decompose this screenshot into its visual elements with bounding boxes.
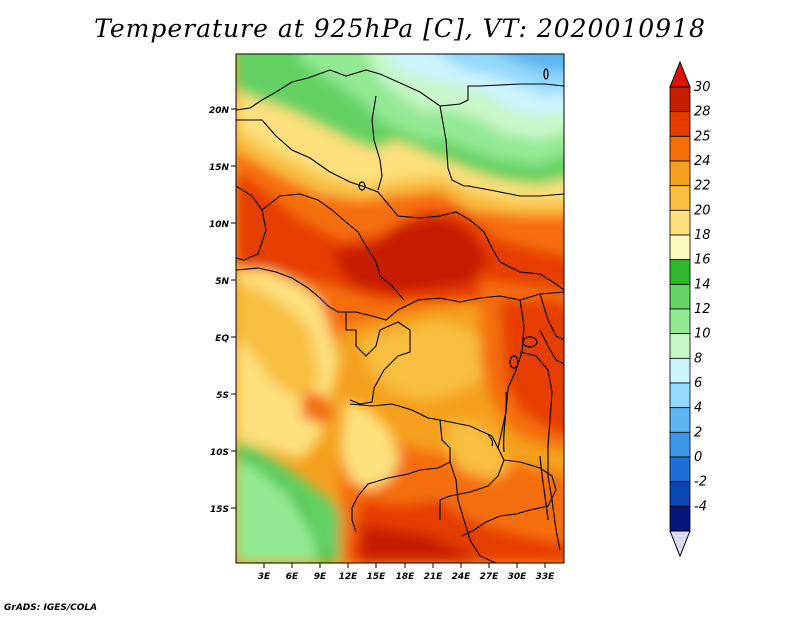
lon-label: 9E [314,572,327,582]
lakes [358,68,549,521]
lat-label: 10N [209,220,230,230]
colorbar-segment [669,283,691,310]
lat-label: 5N [215,277,229,287]
colorbar-segments [669,86,691,532]
colorbar-segment [669,160,691,187]
lon-label: 6E [286,572,299,582]
lon-label: 33E [536,572,556,582]
lon-label: 30E [508,572,528,582]
colorbar-label: 20 [694,203,711,218]
lon-label: 12E [339,572,359,582]
colorbar-label: 12 [694,302,711,317]
grads-credit: GrADS: IGES/COLA [4,603,98,613]
colorbar-segment [669,456,691,483]
colorbar-segment [669,111,691,137]
colorbar-label: 10 [694,327,711,342]
colorbar-segment [669,382,691,409]
colorbar-segment [669,505,691,532]
colorbar-label: 25 [694,129,711,144]
lat-label: 5S [216,391,229,401]
lat-label: 10S [210,448,229,458]
lon-label: 21E [424,572,444,582]
lat-label: 15N [209,163,230,173]
lat-label: 20N [209,106,230,116]
colorbar-label: 6 [694,376,702,391]
colorbar-segment [669,259,691,285]
colorbar-bottom-arrow [669,530,691,558]
colorbar-segment [669,86,691,113]
colorbar-label: 28 [694,105,711,120]
colorbar-segment [669,209,691,236]
colorbar-segment [669,407,691,433]
colorbar-label: 4 [694,401,702,416]
colorbar-label: 24 [694,154,711,169]
lat-label: EQ [215,334,229,344]
colorbar-segment [669,431,691,458]
colorbar-segment [669,185,691,211]
lon-label: 27E [480,572,500,582]
colorbar-label: 16 [694,253,711,268]
colorbar-segment [669,308,691,335]
colorbar-label: -2 [694,475,707,490]
colorbar-segment [669,333,691,359]
colorbar-label: 8 [694,351,702,366]
lat-label: 15S [210,505,229,515]
colorbar-segment [669,481,691,507]
latitude-axis: 20N 15N 10N 5N EQ 5S 10S 15S [209,106,236,515]
colorbar-label: 14 [694,277,711,292]
colorbar-label: 18 [694,228,711,243]
lon-label: 18E [396,572,416,582]
colorbar-segment [669,234,691,261]
lon-label: 3E [258,572,271,582]
colorbar-label: 2 [694,425,702,440]
chart-title: Temperature at 925hPa [C], VT: 202001091… [94,14,706,43]
colorbar-segment [669,357,691,384]
colorbar-label: -4 [694,499,707,514]
country-boundaries [236,69,564,563]
lon-label: 24E [452,572,472,582]
colorbar-label: 30 [694,80,711,95]
map-frame [235,53,565,564]
colorbar-label: 0 [694,450,702,465]
temperature-field [236,54,564,563]
lon-label: 15E [367,572,387,582]
colorbar-top-arrow [669,60,691,88]
colorbar-label: 22 [694,179,711,194]
longitude-axis: 3E 6E 9E 12E 15E 18E 21E 24E 27E 30E 33E [258,563,555,582]
colorbar-segment [669,135,691,162]
